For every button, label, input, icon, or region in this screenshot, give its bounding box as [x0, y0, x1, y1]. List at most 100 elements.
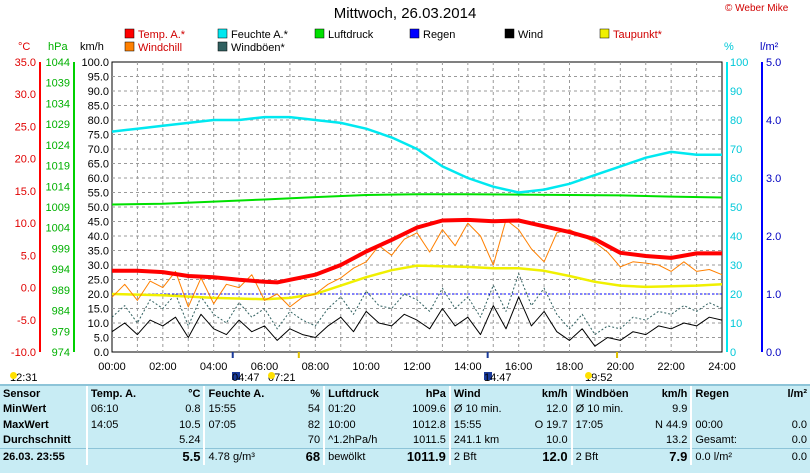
legend-label: Taupunkt* — [613, 29, 663, 41]
cell: 14:05 — [85, 417, 154, 433]
cell: 241.1 km — [448, 432, 523, 449]
row-label: MinWert — [3, 403, 47, 416]
cell — [203, 432, 282, 449]
x-tick-label: 24:00 — [708, 361, 736, 373]
cell: 12.0 — [546, 403, 568, 416]
humidity-axis-tick: 30 — [730, 260, 742, 272]
rain-axis-tick: 3.0 — [766, 173, 781, 185]
cell: O 19.7 — [534, 418, 568, 431]
temp-unit-label: °C — [18, 41, 30, 53]
x-tick-label: 10:00 — [352, 361, 380, 373]
cell: 2 Bft — [570, 448, 645, 465]
rain-axis-tick: 4.0 — [766, 115, 781, 127]
x-tick-label: 22:00 — [657, 361, 685, 373]
summary-row-min: MinWert 06:10 0.8 15:55 54 01:20 1009.6 … — [0, 401, 810, 417]
wind-axis-tick: 60.0 — [88, 173, 109, 185]
pressure-axis-tick: 984 — [52, 306, 70, 318]
cell: 7.9 — [644, 448, 692, 465]
pressure-axis-tick: 994 — [52, 264, 70, 276]
legend-swatch — [217, 41, 228, 52]
row-label: MaxWert — [3, 418, 49, 431]
cell: 9.9 — [672, 403, 688, 416]
humidity-axis-tick: 60 — [730, 173, 742, 185]
summary-table: Sensor Temp. A. °C Feuchte A. % Luftdruc… — [0, 386, 810, 465]
temp-axis-tick: 10.0 — [15, 218, 36, 230]
sun-icon — [585, 372, 592, 379]
pressure-axis-tick: 999 — [52, 243, 70, 255]
temp-axis-tick: -10.0 — [11, 347, 36, 359]
summary-panel: Sensor Temp. A. °C Feuchte A. % Luftdruc… — [0, 384, 810, 473]
temp-axis-tick: 25.0 — [15, 121, 36, 133]
wind-axis-tick: 75.0 — [88, 130, 109, 142]
x-tick-label: 02:00 — [149, 361, 177, 373]
wind-axis-tick: 90.0 — [88, 86, 109, 98]
series-line-windchill — [111, 219, 723, 308]
wind-axis-tick: 100.0 — [81, 57, 109, 69]
wind-axis-tick: 15.0 — [88, 304, 109, 316]
cell: 0.0 — [791, 418, 807, 431]
series-line-feuchte-a — [111, 115, 722, 194]
cell: 15:55 — [203, 401, 282, 417]
cell: 07:05 — [203, 417, 282, 433]
row-label: 26.03. 23:55 — [0, 448, 87, 465]
humidity-axis-tick: 100 — [730, 57, 748, 69]
cell: 0.8 — [185, 403, 201, 416]
summary-row-current: 26.03. 23:55 5.5 4.78 g/m³ 68 bewölkt 10… — [0, 448, 810, 465]
pressure-unit-label: hPa — [48, 41, 68, 53]
cell: Ø 10 min. — [570, 401, 645, 417]
pressure-axis-tick: 974 — [52, 347, 70, 359]
pressure-axis-tick: 1009 — [46, 202, 70, 214]
cell: 10.0 — [546, 434, 568, 447]
rain-axis-tick: 0.0 — [766, 347, 781, 359]
temp-axis-tick: -5.0 — [17, 315, 36, 327]
wind-axis-tick: 25.0 — [88, 275, 109, 287]
temp-axis-tick: 15.0 — [15, 186, 36, 198]
cell: 0.0 l/m² — [690, 448, 765, 465]
summary-row-max: MaxWert 14:05 10.5 07:05 82 10:00 1012.8… — [0, 417, 810, 433]
pressure-axis-tick: 1034 — [46, 98, 70, 110]
header-press-unit: hPa — [425, 387, 446, 400]
summary-row-avg: Durchschnitt 5.24 70 ^1.2hPa/h 1011.5 24… — [0, 432, 810, 449]
cell: 1011.5 — [413, 434, 446, 447]
sun-icon — [268, 372, 275, 379]
cell: 10.5 — [179, 418, 201, 431]
cell: 70 — [307, 434, 321, 447]
cell: 0.0 — [791, 434, 807, 447]
cell: 68 — [281, 448, 325, 465]
wind-axis-tick: 80.0 — [88, 115, 109, 127]
x-tick-label: 04:00 — [200, 361, 228, 373]
row-label: Durchschnitt — [3, 434, 71, 447]
cell: 12.0 — [522, 448, 572, 465]
rain-axis-tick: 2.0 — [766, 231, 781, 243]
temp-axis-tick: 20.0 — [15, 154, 36, 166]
x-tick-label: 18:00 — [556, 361, 584, 373]
cell: 01:20 — [323, 401, 401, 417]
pressure-axis-tick: 1024 — [46, 140, 70, 152]
humidity-axis-tick: 10 — [730, 318, 742, 330]
cell — [690, 401, 765, 417]
header-temp: Temp. A. — [85, 386, 154, 402]
moon-icon — [232, 372, 240, 380]
temp-axis-tick: 35.0 — [15, 57, 36, 69]
legend-swatch — [504, 28, 515, 39]
wind-axis-tick: 5.0 — [94, 333, 109, 345]
legend-swatch — [409, 28, 420, 39]
rain-axis-tick: 5.0 — [766, 57, 781, 69]
x-tick-label: 20:00 — [607, 361, 635, 373]
header-gust: Windböen — [570, 386, 645, 402]
pressure-axis-tick: 979 — [52, 326, 70, 338]
wind-axis-tick: 35.0 — [88, 246, 109, 258]
legend-swatch — [217, 28, 228, 39]
summary-header-row: Sensor Temp. A. °C Feuchte A. % Luftdruc… — [0, 386, 810, 402]
cell: 5.5 — [153, 448, 205, 465]
wind-axis-tick: 50.0 — [88, 202, 109, 214]
x-tick-label: 12:00 — [403, 361, 431, 373]
series-line-wind — [111, 296, 723, 347]
cell: Gesamt: — [690, 432, 765, 449]
wind-axis-tick: 65.0 — [88, 159, 109, 171]
pressure-axis-tick: 1029 — [46, 119, 70, 131]
wind-axis-tick: 70.0 — [88, 144, 109, 156]
wind-axis-tick: 95.0 — [88, 72, 109, 84]
header-temp-unit: °C — [188, 387, 201, 400]
wind-unit-label: km/h — [80, 41, 104, 53]
